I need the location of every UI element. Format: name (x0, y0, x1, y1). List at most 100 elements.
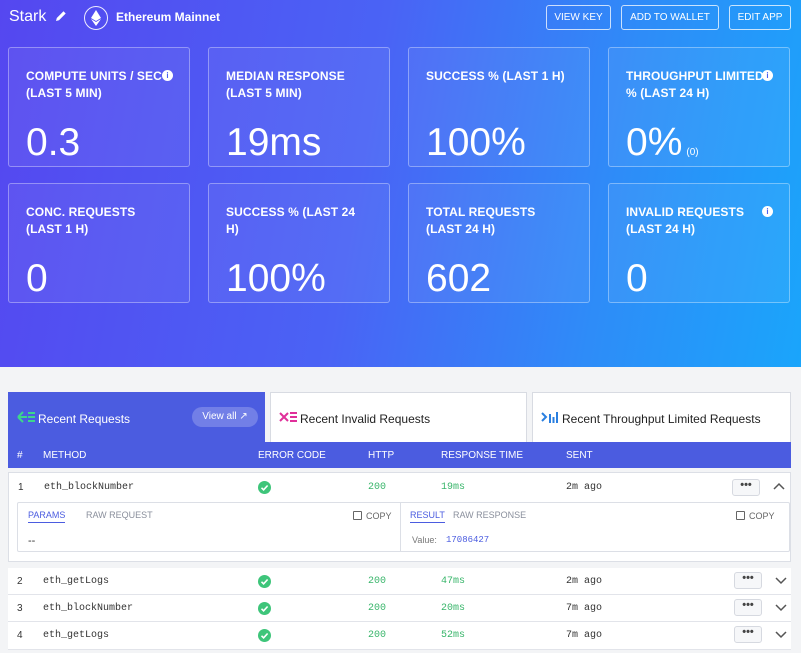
raw-response-tab[interactable]: RAW RESPONSE (453, 510, 527, 520)
stat-label: THROUGHPUT LIMITED % (LAST 24 H) (626, 69, 764, 100)
info-icon[interactable]: i (162, 70, 173, 81)
stat-card: SUCCESS % (LAST 1 H) 100% (408, 47, 590, 167)
stat-label: CONC. REQUESTS (LAST 1 H) (26, 205, 136, 236)
row-sent: 2m ago (566, 482, 603, 493)
tab-recent-requests[interactable]: Recent Requests View all ↗ (8, 392, 265, 442)
app-name: Stark (9, 8, 47, 25)
success-check-icon (258, 629, 271, 642)
stat-label: MEDIAN RESPONSE (LAST 5 MIN) (226, 69, 345, 100)
result-tab[interactable]: RESULT (410, 510, 445, 523)
tab-label: Recent Invalid Requests (300, 412, 431, 426)
column-header-http: HTTP (368, 450, 395, 461)
params-panel: PARAMS RAW REQUEST COPY -- (18, 503, 401, 551)
info-icon[interactable]: i (762, 70, 773, 81)
stat-value: 0 (626, 257, 648, 300)
success-check-icon (258, 481, 271, 494)
table-row[interactable]: 1 eth_blockNumber 200 19ms 2m ago ••• PA… (8, 472, 791, 562)
table-header: # METHOD ERROR CODE HTTP RESPONSE TIME S… (8, 442, 791, 468)
row-http: 200 (368, 630, 387, 641)
row-response-time: 52ms (441, 630, 466, 641)
row-actions-button[interactable]: ••• (734, 599, 762, 616)
chevron-down-icon[interactable] (775, 577, 787, 585)
top-bar: Stark Ethereum Mainnet VIEW KEY ADD TO W… (0, 0, 801, 34)
add-to-wallet-button[interactable]: ADD TO WALLET (621, 5, 719, 30)
tab-label: Recent Throughput Limited Requests (562, 412, 761, 426)
view-all-button[interactable]: View all ↗ (192, 407, 258, 427)
stat-value: 19ms (226, 121, 322, 164)
stat-card: TOTAL REQUESTS (LAST 24 H) 602 (408, 183, 590, 303)
row-method: eth_getLogs (43, 576, 110, 587)
table-row[interactable]: 3 eth_blockNumber 200 20ms 7m ago ••• (8, 595, 791, 622)
edit-app-button[interactable]: EDIT APP (729, 5, 791, 30)
result-panel: RESULT RAW RESPONSE COPY Value: 17086427 (401, 503, 789, 551)
chevron-up-icon[interactable] (773, 482, 785, 490)
row-actions-button[interactable]: ••• (732, 479, 760, 496)
stat-value: 100% (426, 121, 526, 164)
row-method: eth_blockNumber (44, 482, 135, 493)
row-sent: 7m ago (566, 630, 603, 641)
table-row[interactable]: 2 eth_getLogs 200 47ms 2m ago ••• (8, 568, 791, 595)
column-header-method: METHOD (43, 450, 87, 461)
copy-icon (353, 511, 362, 520)
stat-label: INVALID REQUESTS (LAST 24 H) (626, 205, 745, 236)
row-num: 1 (18, 482, 24, 493)
stat-value: 0.3 (26, 121, 81, 164)
ethereum-icon (84, 6, 108, 30)
result-value: 17086427 (446, 535, 490, 545)
row-num: 4 (17, 630, 23, 641)
row-sent: 2m ago (566, 576, 603, 587)
tab-label: Recent Requests (38, 412, 131, 426)
view-key-button[interactable]: VIEW KEY (546, 5, 611, 30)
row-num: 3 (17, 603, 23, 614)
column-header-sent: SENT (566, 450, 593, 461)
row-sent: 7m ago (566, 603, 603, 614)
row-response-time: 19ms (441, 482, 466, 493)
stat-card: THROUGHPUT LIMITED % (LAST 24 H) i 0% (0) (608, 47, 790, 167)
stat-value: 0 (26, 257, 48, 300)
invalid-requests-icon (279, 412, 297, 422)
copy-params-button[interactable]: COPY (353, 511, 392, 521)
stat-label: SUCCESS % (LAST 1 H) (426, 69, 565, 83)
copy-icon (736, 511, 745, 520)
stat-card: COMPUTE UNITS / SEC (LAST 5 MIN) i 0.3 (8, 47, 190, 167)
stats-hero: Stark Ethereum Mainnet VIEW KEY ADD TO W… (0, 0, 801, 367)
network-name: Ethereum Mainnet (116, 10, 221, 24)
recent-requests-icon (17, 411, 35, 423)
request-detail-panel: PARAMS RAW REQUEST COPY -- RESULT RAW RE… (17, 502, 790, 552)
table-row[interactable]: 4 eth_getLogs 200 52ms 7m ago ••• (8, 622, 791, 650)
row-num: 2 (17, 576, 23, 587)
throughput-icon (541, 412, 558, 423)
row-response-time: 47ms (441, 576, 466, 587)
result-value-label: Value: (412, 535, 437, 545)
column-header-response-time: RESPONSE TIME (441, 450, 524, 461)
chevron-down-icon[interactable] (775, 604, 787, 612)
params-tab[interactable]: PARAMS (28, 510, 66, 523)
stat-label: COMPUTE UNITS / SEC (LAST 5 MIN) (26, 69, 162, 100)
row-actions-button[interactable]: ••• (734, 572, 762, 589)
stat-value: 0% (0) (626, 121, 699, 164)
request-tabs: Recent Requests View all ↗ Recent Invali… (8, 392, 791, 442)
success-check-icon (258, 602, 271, 615)
stat-label: SUCCESS % (LAST 24 H) (226, 205, 356, 236)
row-http: 200 (368, 482, 387, 493)
stat-card: MEDIAN RESPONSE (LAST 5 MIN) 19ms (208, 47, 390, 167)
stat-card: SUCCESS % (LAST 24 H) 100% (208, 183, 390, 303)
params-value: -- (28, 535, 36, 547)
tab-throughput-limited[interactable]: Recent Throughput Limited Requests (532, 392, 791, 442)
stat-sub: (0) (686, 147, 699, 158)
info-icon[interactable]: i (762, 206, 773, 217)
row-method: eth_blockNumber (43, 603, 134, 614)
stat-label: TOTAL REQUESTS (LAST 24 H) (426, 205, 536, 236)
row-actions-button[interactable]: ••• (734, 626, 762, 643)
row-http: 200 (368, 603, 387, 614)
copy-result-button[interactable]: COPY (736, 511, 775, 521)
success-check-icon (258, 575, 271, 588)
stat-card: INVALID REQUESTS (LAST 24 H) i 0 (608, 183, 790, 303)
chevron-down-icon[interactable] (775, 631, 787, 639)
raw-request-tab[interactable]: RAW REQUEST (86, 510, 153, 520)
tab-invalid-requests[interactable]: Recent Invalid Requests (270, 392, 527, 442)
column-header-num: # (17, 450, 23, 461)
pencil-icon[interactable] (54, 9, 68, 23)
column-header-error-code: ERROR CODE (258, 450, 326, 461)
row-response-time: 20ms (441, 603, 466, 614)
